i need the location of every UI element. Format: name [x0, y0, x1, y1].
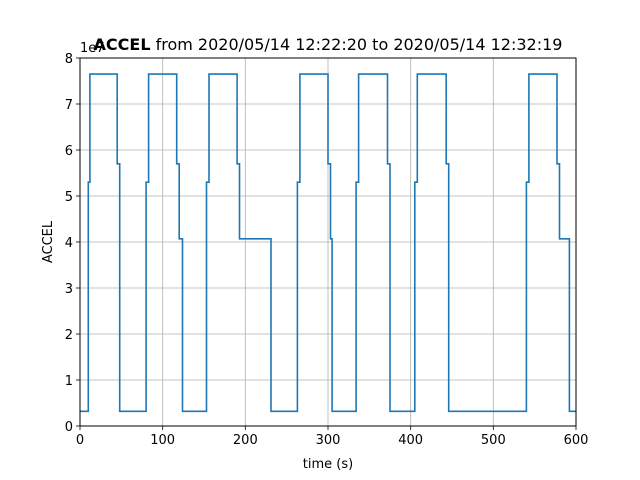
x-tick-label: 600 [564, 433, 589, 448]
x-tick-label: 200 [233, 433, 258, 448]
chart-title-rest: from 2020/05/14 12:22:20 to 2020/05/14 1… [151, 35, 563, 54]
chart-title: ACCEL from 2020/05/14 12:22:20 to 2020/0… [94, 35, 563, 54]
x-tick-label: 300 [316, 433, 341, 448]
x-tick-label: 100 [150, 433, 175, 448]
series-layer [80, 73, 576, 413]
y-axis-label: ACCEL [41, 220, 56, 263]
y-tick-label: 1 [65, 374, 73, 389]
y-tick-label: 4 [65, 236, 73, 251]
x-axis-label: time (s) [303, 457, 353, 472]
chart-title-bold: ACCEL [94, 35, 151, 54]
y-tick-label: 3 [65, 282, 73, 297]
y-scale-note: 1e7 [80, 41, 105, 56]
y-tick-label: 8 [65, 52, 73, 67]
y-tick-label: 7 [65, 98, 73, 113]
x-tick-label: 400 [398, 433, 423, 448]
x-tick-label: 500 [481, 433, 506, 448]
y-tick-label: 6 [65, 144, 73, 159]
x-tick-label: 0 [76, 433, 84, 448]
y-tick-label: 2 [65, 328, 73, 343]
accel-series-line [80, 73, 576, 413]
y-tick-label: 5 [65, 190, 73, 205]
y-tick-label: 0 [65, 420, 73, 435]
ticks: 0 100 200 300 400 500 600 0 1 2 3 4 5 6 7 8 [65, 52, 589, 448]
